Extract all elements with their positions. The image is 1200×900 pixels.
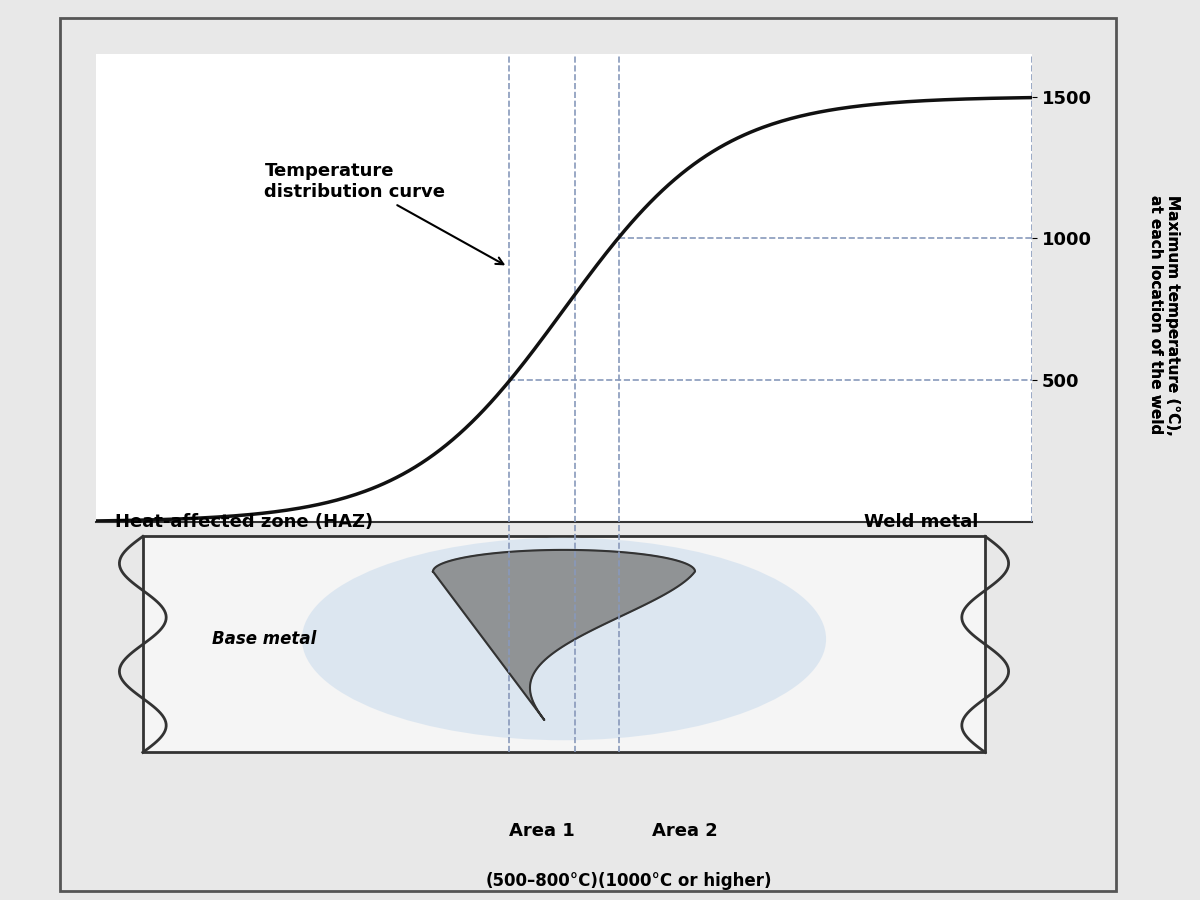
Polygon shape	[433, 550, 695, 720]
Text: Heat-affected zone (HAZ): Heat-affected zone (HAZ)	[115, 513, 373, 531]
Text: Temperature
distribution curve: Temperature distribution curve	[264, 162, 503, 265]
Ellipse shape	[302, 537, 826, 740]
Text: (500–800°C): (500–800°C)	[486, 872, 599, 890]
Text: Maximum temperature (°C),
at each location of the weld: Maximum temperature (°C), at each locati…	[1147, 194, 1181, 436]
Text: Weld metal: Weld metal	[864, 513, 978, 531]
Text: Area 1: Area 1	[509, 822, 575, 840]
FancyBboxPatch shape	[143, 536, 985, 752]
Text: (1000°C or higher): (1000°C or higher)	[599, 872, 772, 890]
Text: Maximum temperature (°C),
at each location of the weld: Maximum temperature (°C), at each locati…	[1147, 194, 1181, 436]
Text: Base metal: Base metal	[212, 630, 317, 648]
Text: Area 2: Area 2	[652, 822, 718, 840]
